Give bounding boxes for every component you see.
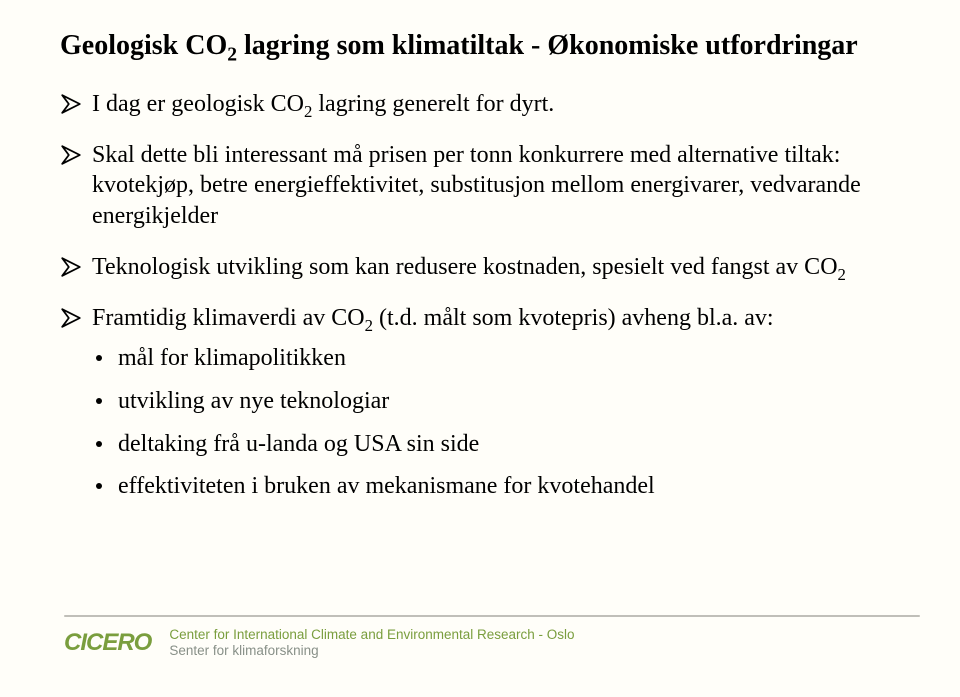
bullet-text: Skal dette bli interessant må prisen per… xyxy=(92,142,861,229)
footer-divider xyxy=(64,615,920,617)
nested-list-item: utvikling av nye teknologiar xyxy=(92,386,914,417)
footer-content: CICERO Center for International Climate … xyxy=(64,627,575,658)
dot-icon xyxy=(96,355,102,361)
bullet-text: Framtidig klimaverdi av CO2 (t.d. målt s… xyxy=(92,305,774,331)
list-item: Skal dette bli interessant må prisen per… xyxy=(60,140,914,232)
dot-icon xyxy=(96,483,102,489)
cicero-logo: CICERO xyxy=(64,629,155,657)
title-part-2: lagring som klimatiltak - Økonomiske utf… xyxy=(237,30,858,61)
dot-icon xyxy=(96,398,102,404)
arrow-icon xyxy=(60,144,82,166)
nested-list-item: mål for klimapolitikken xyxy=(92,343,914,374)
footer-text-block: Center for International Climate and Env… xyxy=(169,627,574,658)
title-part-1: Geologisk CO xyxy=(60,30,227,61)
bullet-text: Teknologisk utvikling som kan redusere k… xyxy=(92,254,846,280)
slide-title: Geologisk CO2 lagring som klimatiltak - … xyxy=(60,28,914,63)
footer-line-no: Senter for klimaforskning xyxy=(169,643,574,659)
arrow-icon xyxy=(60,256,82,278)
slide: Geologisk CO2 lagring som klimatiltak - … xyxy=(0,0,960,697)
title-sub: 2 xyxy=(227,45,237,66)
footer-line-en: Center for International Climate and Env… xyxy=(169,627,574,643)
list-item: Framtidig klimaverdi av CO2 (t.d. målt s… xyxy=(60,303,914,503)
list-item: Teknologisk utvikling som kan redusere k… xyxy=(60,252,914,283)
nested-list-item: effektiviteten i bruken av mekanismane f… xyxy=(92,471,914,502)
nested-text: mål for klimapolitikken xyxy=(118,345,346,371)
arrow-icon xyxy=(60,307,82,329)
nested-list: mål for klimapolitikken utvikling av nye… xyxy=(92,343,914,502)
nested-text: utvikling av nye teknologiar xyxy=(118,388,389,414)
slide-footer: CICERO Center for International Climate … xyxy=(0,615,960,697)
nested-text: deltaking frå u-landa og USA sin side xyxy=(118,431,479,457)
nested-list-item: deltaking frå u-landa og USA sin side xyxy=(92,429,914,460)
nested-text: effektiviteten i bruken av mekanismane f… xyxy=(118,473,655,499)
list-item: I dag er geologisk CO2 lagring generelt … xyxy=(60,89,914,120)
bullet-text: I dag er geologisk CO2 lagring generelt … xyxy=(92,91,554,117)
bullet-list: I dag er geologisk CO2 lagring generelt … xyxy=(60,89,914,502)
dot-icon xyxy=(96,441,102,447)
arrow-icon xyxy=(60,93,82,115)
